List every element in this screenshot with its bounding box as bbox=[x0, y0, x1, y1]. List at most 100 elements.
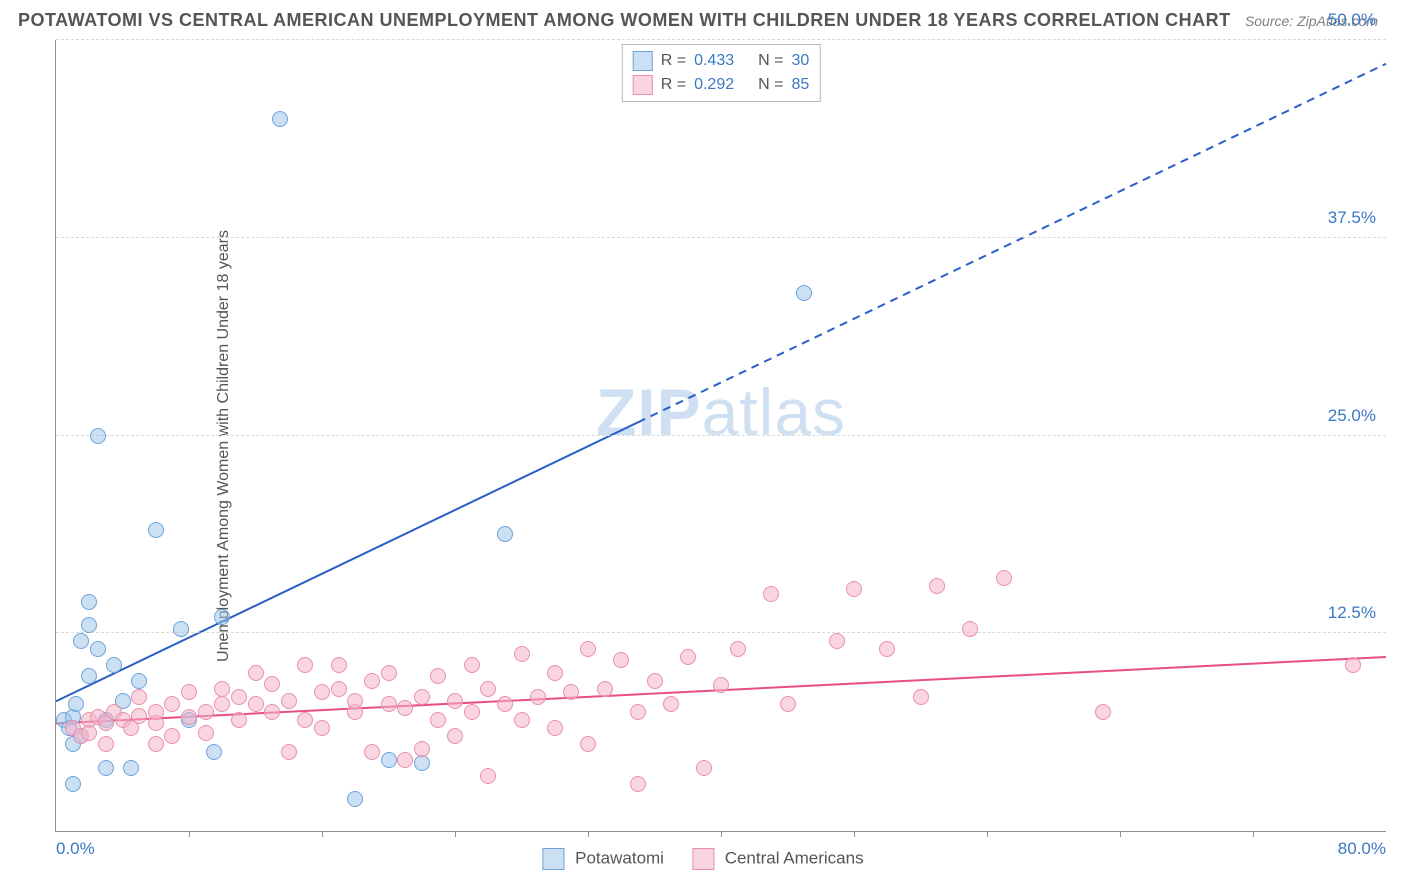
data-point bbox=[1345, 657, 1361, 673]
gridline bbox=[56, 632, 1386, 633]
data-point bbox=[214, 609, 230, 625]
data-point bbox=[613, 652, 629, 668]
data-point bbox=[397, 700, 413, 716]
data-point bbox=[173, 621, 189, 637]
swatch-central-icon bbox=[633, 75, 653, 95]
data-point bbox=[447, 693, 463, 709]
data-point bbox=[164, 728, 180, 744]
x-axis-start-label: 0.0% bbox=[56, 839, 95, 859]
data-point bbox=[148, 522, 164, 538]
swatch-potawatomi-icon bbox=[542, 848, 564, 870]
y-tick-label: 37.5% bbox=[1328, 208, 1376, 228]
data-point bbox=[297, 712, 313, 728]
legend-item-potawatomi: Potawatomi bbox=[542, 848, 664, 870]
data-point bbox=[123, 760, 139, 776]
data-point bbox=[464, 704, 480, 720]
data-point bbox=[381, 752, 397, 768]
data-point bbox=[763, 586, 779, 602]
data-point bbox=[148, 704, 164, 720]
data-point bbox=[297, 657, 313, 673]
data-point bbox=[231, 712, 247, 728]
data-point bbox=[331, 657, 347, 673]
data-point bbox=[314, 684, 330, 700]
data-point bbox=[164, 696, 180, 712]
data-point bbox=[1095, 704, 1111, 720]
data-point bbox=[281, 693, 297, 709]
x-axis-end-label: 80.0% bbox=[1338, 839, 1386, 859]
x-tick bbox=[189, 831, 190, 837]
x-tick bbox=[854, 831, 855, 837]
data-point bbox=[90, 428, 106, 444]
chart-title: POTAWATOMI VS CENTRAL AMERICAN UNEMPLOYM… bbox=[18, 10, 1231, 31]
data-point bbox=[131, 689, 147, 705]
x-tick bbox=[322, 831, 323, 837]
chart-plot-area: ZIPatlas R = 0.433 N = 30 R = 0.292 N = … bbox=[55, 40, 1386, 832]
data-point bbox=[81, 668, 97, 684]
data-point bbox=[248, 696, 264, 712]
data-point bbox=[206, 744, 222, 760]
data-point bbox=[580, 736, 596, 752]
data-point bbox=[364, 673, 380, 689]
data-point bbox=[563, 684, 579, 700]
data-point bbox=[713, 677, 729, 693]
x-tick bbox=[588, 831, 589, 837]
data-point bbox=[414, 741, 430, 757]
x-tick bbox=[987, 831, 988, 837]
data-point bbox=[106, 657, 122, 673]
data-point bbox=[514, 712, 530, 728]
data-point bbox=[98, 760, 114, 776]
watermark: ZIPatlas bbox=[596, 374, 846, 450]
data-point bbox=[730, 641, 746, 657]
data-point bbox=[796, 285, 812, 301]
data-point bbox=[597, 681, 613, 697]
data-point bbox=[913, 689, 929, 705]
x-tick bbox=[455, 831, 456, 837]
data-point bbox=[214, 681, 230, 697]
data-point bbox=[929, 578, 945, 594]
data-point bbox=[198, 704, 214, 720]
data-point bbox=[347, 693, 363, 709]
legend-row-central: R = 0.292 N = 85 bbox=[633, 73, 810, 97]
data-point bbox=[430, 668, 446, 684]
data-point bbox=[90, 641, 106, 657]
data-point bbox=[272, 111, 288, 127]
data-point bbox=[829, 633, 845, 649]
data-point bbox=[497, 526, 513, 542]
data-point bbox=[131, 708, 147, 724]
data-point bbox=[780, 696, 796, 712]
data-point bbox=[464, 657, 480, 673]
data-point bbox=[81, 725, 97, 741]
data-point bbox=[214, 696, 230, 712]
data-point bbox=[81, 617, 97, 633]
data-point bbox=[281, 744, 297, 760]
data-point bbox=[514, 646, 530, 662]
data-point bbox=[530, 689, 546, 705]
data-point bbox=[98, 736, 114, 752]
y-tick-label: 25.0% bbox=[1328, 406, 1376, 426]
data-point bbox=[447, 728, 463, 744]
data-point bbox=[480, 768, 496, 784]
data-point bbox=[264, 676, 280, 692]
correlation-legend: R = 0.433 N = 30 R = 0.292 N = 85 bbox=[622, 44, 821, 102]
gridline bbox=[56, 237, 1386, 238]
data-point bbox=[497, 696, 513, 712]
data-point bbox=[647, 673, 663, 689]
data-point bbox=[430, 712, 446, 728]
data-point bbox=[547, 720, 563, 736]
data-point bbox=[264, 704, 280, 720]
x-tick bbox=[1253, 831, 1254, 837]
y-tick-label: 50.0% bbox=[1328, 10, 1376, 30]
data-point bbox=[181, 684, 197, 700]
data-point bbox=[397, 752, 413, 768]
legend-item-central: Central Americans bbox=[692, 848, 864, 870]
y-tick-label: 12.5% bbox=[1328, 603, 1376, 623]
data-point bbox=[198, 725, 214, 741]
data-point bbox=[314, 720, 330, 736]
data-point bbox=[65, 776, 81, 792]
data-point bbox=[68, 696, 84, 712]
data-point bbox=[996, 570, 1012, 586]
data-point bbox=[414, 755, 430, 771]
x-tick bbox=[721, 831, 722, 837]
data-point bbox=[231, 689, 247, 705]
data-point bbox=[480, 681, 496, 697]
